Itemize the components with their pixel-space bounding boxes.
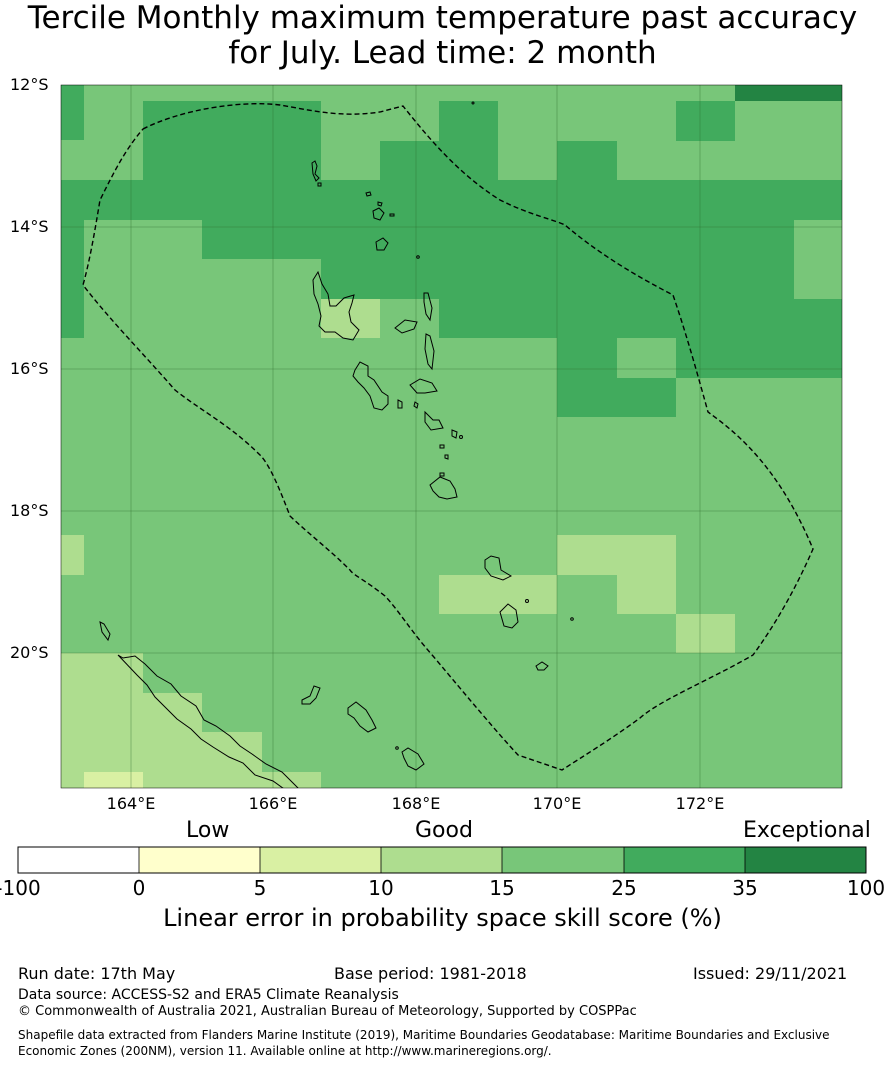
colorbar [17, 846, 867, 874]
lat-label: 16°S [10, 359, 49, 378]
map-frame [60, 84, 843, 789]
colorbar-tick: 10 [368, 876, 394, 900]
data-source: Data source: ACCESS-S2 and ERA5 Climate … [18, 987, 399, 1003]
colorbar-tick: 15 [489, 876, 515, 900]
run-date: Run date: 17th May [18, 964, 176, 983]
lon-label: 166°E [248, 794, 298, 813]
lat-label: 18°S [10, 501, 49, 520]
grid-cells-5-10 [84, 772, 143, 788]
colorbar-tick: -100 [0, 876, 41, 900]
gridlines [61, 85, 842, 788]
colorbar-segment [502, 847, 624, 873]
grid-cells-35-100 [735, 85, 842, 101]
map-title-line-1: Tercile Monthly maximum temperature past… [27, 0, 858, 36]
colorbar-tick: 35 [732, 876, 758, 900]
base-period: Base period: 1981-2018 [334, 964, 527, 983]
colorbar-title: Linear error in probability space skill … [163, 904, 722, 932]
map-title-line-2: for July. Lead time: 2 month [228, 35, 657, 71]
lat-label: 20°S [10, 643, 49, 662]
colorbar-segment [745, 847, 866, 873]
colorbar-segment [139, 847, 260, 873]
skill-grid [61, 85, 842, 788]
colorbar-tick: 5 [253, 876, 267, 900]
colorbar-segment [260, 847, 381, 873]
colorbar-category-low: Low [186, 818, 230, 843]
coastlines [99, 101, 574, 788]
copyright: © Commonwealth of Australia 2021, Austra… [18, 1004, 637, 1019]
issued-date: Issued: 29/11/2021 [693, 964, 848, 983]
lat-label: 14°S [10, 217, 49, 236]
lon-label: 164°E [106, 794, 156, 813]
colorbar-tick: 100 [846, 876, 885, 900]
shapefile-credit-line-2: Economic Zones (200NM), version 11. Avai… [18, 1044, 552, 1058]
lon-label: 172°E [675, 794, 725, 813]
eez-boundary [82, 103, 814, 771]
colorbar-segment [624, 847, 745, 873]
map-canvas [17, 84, 867, 874]
lat-label: 12°S [10, 75, 49, 94]
colorbar-tick: 25 [611, 876, 637, 900]
shapefile-credit-line-1: Shapefile data extracted from Flanders M… [18, 1028, 830, 1042]
colorbar-tick: 0 [132, 876, 146, 900]
colorbar-category-good: Good [415, 818, 473, 843]
lon-label: 168°E [391, 794, 441, 813]
grid-cells-25-35 [61, 85, 842, 417]
colorbar-segment [18, 847, 139, 873]
lon-label: 170°E [532, 794, 582, 813]
colorbar-segment [381, 847, 502, 873]
colorbar-category-exceptional: Exceptional [743, 818, 871, 843]
grid-cells-10-15 [61, 299, 735, 788]
